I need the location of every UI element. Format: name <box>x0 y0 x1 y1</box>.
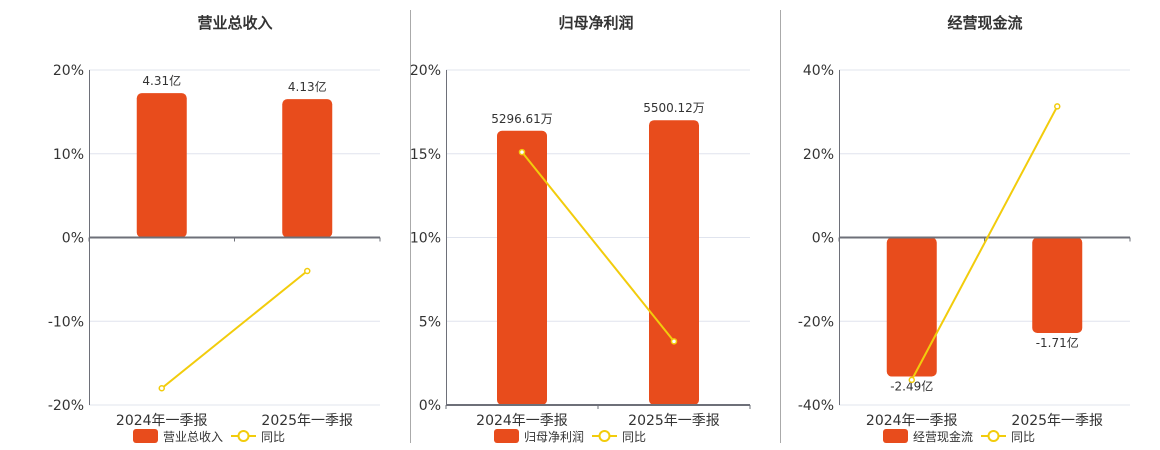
yoy-line <box>910 105 1059 381</box>
y-tick-label: 40% <box>803 63 834 79</box>
y-tick-label: 15% <box>410 147 441 163</box>
legend: 归母净利润 同比 <box>494 429 646 444</box>
legend-bar-label: 经营现金流 <box>913 429 973 444</box>
legend-line-marker <box>598 430 611 442</box>
yoy-point <box>158 385 165 392</box>
y-tick-label: 20% <box>803 147 834 163</box>
bar <box>649 120 699 405</box>
y-tick-label: 0% <box>812 231 834 247</box>
x-tick-label: 2025年一季报 <box>261 413 353 429</box>
legend: 经营现金流 同比 <box>883 429 1035 444</box>
y-tick-label: -10% <box>48 314 84 330</box>
chart-title: 经营现金流 <box>947 14 1022 32</box>
legend: 营业总收入 同比 <box>133 429 285 444</box>
legend-bar-swatch <box>883 429 908 443</box>
legend-line-label: 同比 <box>1011 430 1035 444</box>
y-tick-label: -20% <box>798 314 834 330</box>
y-tick-label: 10% <box>410 231 441 247</box>
bar-value-label: 5500.12万 <box>643 101 705 115</box>
legend-bar-label: 归母净利润 <box>524 430 584 444</box>
x-tick-label: 2024年一季报 <box>116 413 208 429</box>
yoy-point <box>518 148 526 156</box>
legend-line-marker <box>237 430 250 442</box>
bar <box>1032 237 1083 333</box>
bar <box>136 93 187 238</box>
yoy-line <box>521 151 675 342</box>
bar <box>886 237 937 377</box>
bar-value-label: 4.13亿 <box>288 79 327 94</box>
y-tick-label: 5% <box>419 314 441 330</box>
chart-panel-2: 归母净利润 20% 15% 10% 5% 0% 5296.61万 2024年一季报 5500.1… <box>410 14 751 444</box>
bar <box>282 99 333 238</box>
legend-bar-swatch <box>494 429 519 443</box>
legend-line-label: 同比 <box>622 430 646 444</box>
bar-value-label: 5296.61万 <box>491 112 553 126</box>
bar-value-label: -2.49亿 <box>890 379 933 394</box>
chart-panel-1: 营业总收入 20% 10% 0% -10% -20% 4.31亿 2024年一季报 4.13亿 2… <box>48 14 381 444</box>
y-tick-label: 20% <box>53 63 84 79</box>
y-tick-label: 10% <box>53 147 84 163</box>
y-tick-label: 0% <box>62 231 84 247</box>
x-tick-label: 2024年一季报 <box>866 413 958 429</box>
y-tick-label: 0% <box>419 398 441 414</box>
y-tick-label: 20% <box>410 63 441 79</box>
bar <box>497 130 547 405</box>
y-tick-label: -20% <box>48 398 84 414</box>
bar-value-label: 4.31亿 <box>142 73 181 88</box>
yoy-line <box>161 270 308 390</box>
chart-title: 归母净利润 <box>558 14 633 32</box>
chart-title: 营业总收入 <box>197 14 272 32</box>
yoy-point <box>1054 103 1061 110</box>
yoy-point <box>304 267 311 275</box>
yoy-point <box>908 376 915 384</box>
chart-panel-3: 经营现金流 40% 20% 0% -20% -40% -2.49亿 2024年一季报 -1.71… <box>798 14 1131 444</box>
x-tick-label: 2025年一季报 <box>1011 413 1103 429</box>
y-tick-label: -40% <box>798 398 834 414</box>
legend-bar-swatch <box>133 429 158 443</box>
legend-bar-label: 营业总收入 <box>163 430 223 444</box>
bar-value-label: -1.71亿 <box>1036 335 1079 350</box>
legend-line-marker <box>987 430 1000 442</box>
yoy-point <box>670 338 678 345</box>
x-tick-label: 2024年一季报 <box>476 413 568 429</box>
legend-line-label: 同比 <box>261 430 285 444</box>
x-tick-label: 2025年一季报 <box>628 413 720 429</box>
